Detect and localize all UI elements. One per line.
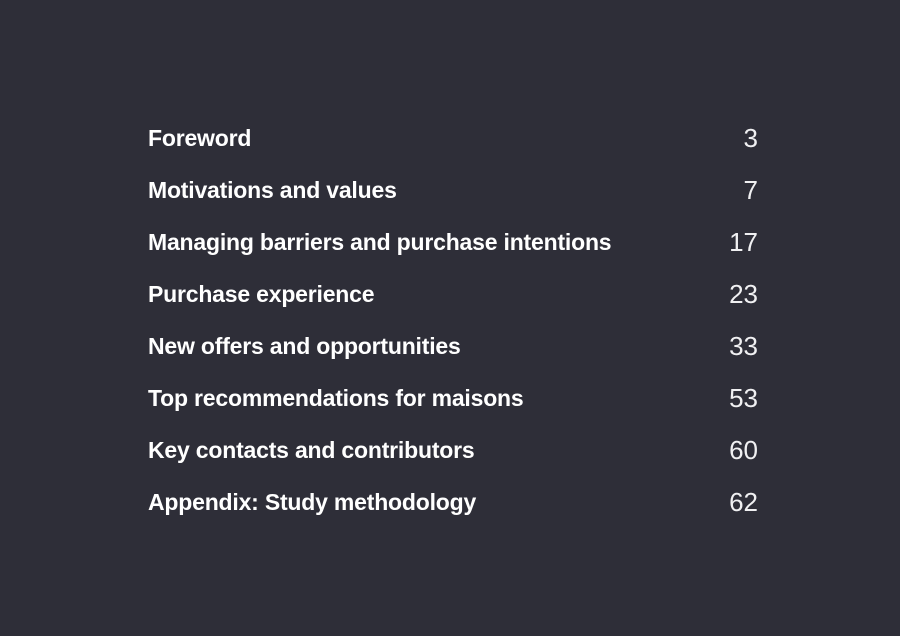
toc-entry-page-number: 23 (729, 278, 758, 309)
toc-entry-label: Purchase experience (148, 280, 375, 307)
toc-entry-label: Appendix: Study methodology (148, 488, 477, 515)
toc-entry-label: New offers and opportunities (148, 332, 461, 359)
toc-entry-label: Motivations and values (148, 176, 397, 203)
toc-entry-page-number: 60 (729, 434, 758, 465)
toc-entry: Top recommendations for maisons 53 (148, 372, 758, 424)
toc-entry-label: Managing barriers and purchase intention… (148, 228, 612, 255)
table-of-contents: Foreword 3 Motivations and values 7 Mana… (148, 112, 758, 528)
toc-entry: Appendix: Study methodology 62 (148, 476, 758, 528)
toc-entry: New offers and opportunities 33 (148, 320, 758, 372)
toc-entry-label: Key contacts and contributors (148, 436, 475, 463)
toc-entry-page-number: 17 (729, 226, 758, 257)
toc-entry: Motivations and values 7 (148, 164, 758, 216)
toc-entry-page-number: 33 (729, 330, 758, 361)
toc-entry-label: Top recommendations for maisons (148, 384, 524, 411)
toc-entry-page-number: 7 (743, 174, 758, 205)
toc-entry-label: Foreword (148, 124, 252, 151)
toc-entry: Purchase experience 23 (148, 268, 758, 320)
toc-entry: Key contacts and contributors 60 (148, 424, 758, 476)
toc-entry-page-number: 53 (729, 382, 758, 413)
toc-entry-page-number: 62 (729, 486, 758, 517)
toc-entry-page-number: 3 (743, 122, 758, 153)
toc-entry: Managing barriers and purchase intention… (148, 216, 758, 268)
toc-entry: Foreword 3 (148, 112, 758, 164)
